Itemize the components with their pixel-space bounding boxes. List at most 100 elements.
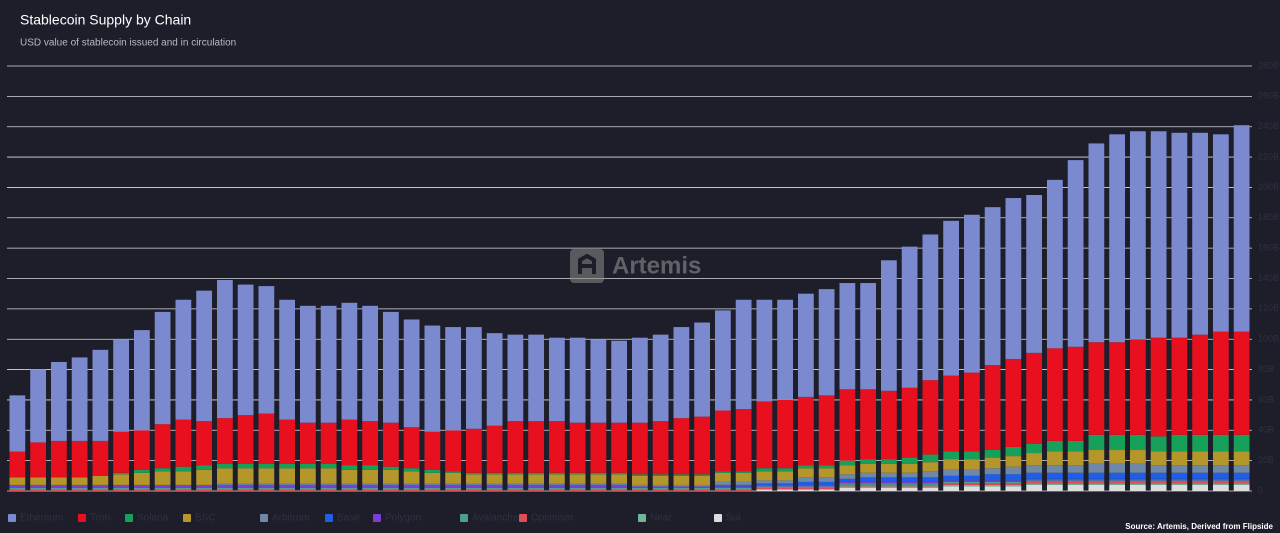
bar-segment <box>797 481 814 485</box>
bar-segment <box>92 484 109 488</box>
bar-segment <box>569 337 586 423</box>
bar-segment <box>922 483 939 485</box>
bar-segment <box>1212 434 1229 452</box>
bar-segment <box>611 472 628 475</box>
bar-segment <box>1067 472 1084 479</box>
bar-segment <box>652 489 669 491</box>
bar-segment <box>984 474 1001 481</box>
bar-segment <box>175 299 192 420</box>
bar-segment <box>590 422 607 473</box>
bar-segment <box>92 489 109 491</box>
bar-segment <box>1150 436 1167 452</box>
bar-segment <box>1212 331 1229 435</box>
bar-segment <box>1067 483 1084 485</box>
bar-segment <box>279 468 296 484</box>
legend-label: Near <box>650 513 672 524</box>
bar-segment <box>133 489 150 491</box>
legend-swatch <box>373 514 381 522</box>
bar-segment <box>299 463 316 469</box>
bar-segment <box>922 477 939 482</box>
bar-segment <box>1233 465 1250 473</box>
bar-segment <box>652 474 669 476</box>
bar-segment <box>922 380 939 455</box>
bar-segment <box>963 484 980 487</box>
bar-segment <box>9 484 26 488</box>
bar-segment <box>486 487 503 490</box>
bar-segment <box>403 471 420 484</box>
bar-segment <box>880 483 897 485</box>
bar-segment <box>880 260 897 391</box>
bar-segment <box>1046 484 1063 491</box>
bar-segment <box>963 469 980 476</box>
bar-segment <box>548 421 565 473</box>
bar-segment <box>901 387 918 458</box>
bar-segment <box>1005 466 1022 475</box>
bar-segment <box>694 489 711 491</box>
bar-segment <box>133 469 150 473</box>
bar-segment <box>1088 478 1105 481</box>
bar-segment <box>382 466 399 470</box>
bar-segment <box>1026 483 1043 485</box>
bar-segment <box>507 421 524 473</box>
bar-segment <box>714 484 731 487</box>
legend-label: Arbitrum <box>272 513 310 524</box>
bar-segment <box>382 483 399 485</box>
bar-segment <box>279 463 296 469</box>
bar-segment <box>237 468 254 484</box>
bar-segment <box>694 486 711 488</box>
bar-segment <box>445 489 462 491</box>
bar-segment <box>611 474 628 484</box>
bar-segment <box>50 489 67 491</box>
bar-segment <box>299 468 316 484</box>
bar-segment <box>299 484 316 488</box>
bar-segment <box>1109 434 1126 451</box>
y-tick-label: 40B <box>1258 425 1274 435</box>
bar-segment <box>341 489 358 491</box>
bar-segment <box>777 484 794 487</box>
bar-segment <box>901 483 918 485</box>
bar-segment <box>1046 478 1063 481</box>
bar-segment <box>880 477 897 482</box>
bar-segment <box>341 465 358 470</box>
bar-segment <box>590 472 607 475</box>
legend-swatch <box>519 514 527 522</box>
bar-segment <box>1212 481 1229 484</box>
bar-segment <box>756 483 773 485</box>
bar-segment <box>818 477 835 482</box>
legend-swatch <box>325 514 333 522</box>
bar-segment <box>963 475 980 481</box>
bar-segment <box>362 483 379 485</box>
bar-segment <box>963 214 980 373</box>
bar-segment <box>652 484 669 487</box>
bar-segment <box>507 334 524 422</box>
bar-segment <box>320 489 337 491</box>
bar-segment <box>341 487 358 490</box>
y-tick-label: 0 <box>1258 485 1263 495</box>
bar-segment <box>694 475 711 485</box>
bar-segment <box>113 431 130 473</box>
bar-segment <box>1150 478 1167 481</box>
bar-segment <box>1046 472 1063 479</box>
bar-segment <box>279 484 296 488</box>
bar-segment <box>1150 472 1167 479</box>
bar-segment <box>341 469 358 484</box>
bar-segment <box>1192 480 1209 482</box>
bar-segment <box>590 487 607 490</box>
bar-segment <box>735 471 752 473</box>
bar-segment <box>1150 451 1167 466</box>
bar-segment <box>777 483 794 485</box>
bar-segment <box>590 339 607 423</box>
bar-segment <box>175 484 192 488</box>
bar-segment <box>196 487 213 490</box>
bar-segment <box>424 483 441 485</box>
bar-segment <box>445 472 462 484</box>
bar-segment <box>320 484 337 488</box>
bar-segment <box>984 450 1001 458</box>
bar-segment <box>922 471 939 478</box>
bar-segment <box>880 390 897 460</box>
bar-segment <box>1192 451 1209 466</box>
bar-segment <box>1129 434 1146 451</box>
legend-swatch <box>260 514 268 522</box>
bar-segment <box>1088 143 1105 343</box>
bar-segment <box>320 468 337 484</box>
